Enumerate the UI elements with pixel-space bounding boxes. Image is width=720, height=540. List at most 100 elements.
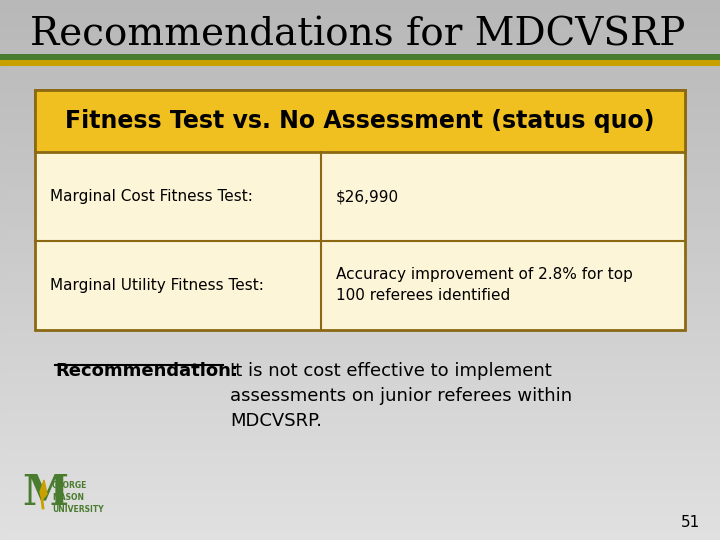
Bar bbox=[0, 153, 720, 154]
Bar bbox=[0, 191, 720, 192]
Bar bbox=[0, 319, 720, 320]
Bar bbox=[0, 528, 720, 529]
Bar bbox=[0, 454, 720, 455]
Bar bbox=[0, 259, 720, 260]
Bar bbox=[0, 473, 720, 474]
Bar bbox=[0, 8, 720, 9]
Bar bbox=[0, 379, 720, 380]
Bar bbox=[0, 36, 720, 37]
Bar bbox=[0, 537, 720, 538]
Bar bbox=[0, 186, 720, 187]
Bar bbox=[0, 271, 720, 272]
Bar bbox=[0, 175, 720, 176]
Bar bbox=[0, 261, 720, 262]
Bar bbox=[0, 297, 720, 298]
Bar bbox=[0, 451, 720, 452]
Text: It is not cost effective to implement
assessments on junior referees within
MDCV: It is not cost effective to implement as… bbox=[230, 362, 572, 430]
Bar bbox=[0, 521, 720, 522]
Bar bbox=[0, 460, 720, 461]
Bar bbox=[0, 362, 720, 363]
Bar bbox=[0, 455, 720, 456]
Bar bbox=[0, 380, 720, 381]
Bar bbox=[0, 52, 720, 53]
Bar bbox=[0, 53, 720, 54]
Bar bbox=[0, 329, 720, 330]
Bar bbox=[0, 130, 720, 131]
Bar bbox=[0, 312, 720, 313]
Bar bbox=[0, 406, 720, 407]
Bar bbox=[0, 502, 720, 503]
Bar bbox=[0, 128, 720, 129]
Bar bbox=[0, 117, 720, 118]
Bar bbox=[0, 238, 720, 239]
Text: Recommendation:: Recommendation: bbox=[55, 362, 238, 380]
Bar bbox=[0, 268, 720, 269]
Bar bbox=[0, 16, 720, 17]
Bar bbox=[0, 165, 720, 166]
Bar bbox=[0, 71, 720, 72]
Bar bbox=[0, 56, 720, 57]
Bar bbox=[0, 496, 720, 497]
Bar bbox=[0, 505, 720, 506]
Bar bbox=[0, 383, 720, 384]
Bar bbox=[0, 280, 720, 281]
Bar bbox=[0, 384, 720, 385]
Text: Recommendations for MDCVSRP: Recommendations for MDCVSRP bbox=[30, 17, 685, 53]
Bar bbox=[0, 110, 720, 111]
Bar bbox=[0, 309, 720, 310]
Bar bbox=[0, 102, 720, 103]
Bar bbox=[0, 356, 720, 357]
Bar bbox=[0, 3, 720, 4]
Bar bbox=[0, 449, 720, 450]
Bar bbox=[0, 374, 720, 375]
Bar bbox=[0, 214, 720, 215]
Bar bbox=[0, 313, 720, 314]
Bar bbox=[0, 177, 720, 178]
Bar bbox=[0, 412, 720, 413]
Bar bbox=[0, 106, 720, 107]
Bar bbox=[0, 196, 720, 197]
Bar bbox=[0, 169, 720, 170]
Bar bbox=[0, 481, 720, 482]
Bar bbox=[0, 512, 720, 513]
Bar bbox=[0, 225, 720, 226]
Bar bbox=[0, 134, 720, 135]
Bar bbox=[0, 426, 720, 427]
Bar bbox=[0, 10, 720, 11]
Bar bbox=[0, 281, 720, 282]
Bar bbox=[0, 438, 720, 439]
Bar bbox=[0, 331, 720, 332]
Bar bbox=[0, 176, 720, 177]
Bar bbox=[0, 291, 720, 292]
Bar bbox=[0, 154, 720, 155]
Bar bbox=[0, 332, 720, 333]
Bar bbox=[0, 417, 720, 418]
Bar bbox=[0, 458, 720, 459]
Bar bbox=[0, 174, 720, 175]
Bar bbox=[0, 510, 720, 511]
Bar bbox=[0, 166, 720, 167]
Bar bbox=[0, 302, 720, 303]
Bar bbox=[0, 45, 720, 46]
Bar bbox=[0, 252, 720, 253]
Bar bbox=[0, 432, 720, 433]
Bar bbox=[0, 535, 720, 536]
Bar bbox=[0, 519, 720, 520]
Bar bbox=[0, 181, 720, 182]
Bar bbox=[0, 254, 720, 255]
Bar bbox=[0, 38, 720, 39]
Bar bbox=[0, 378, 720, 379]
Bar bbox=[0, 132, 720, 133]
Bar bbox=[0, 452, 720, 453]
Bar bbox=[0, 148, 720, 149]
Bar bbox=[0, 224, 720, 225]
Bar bbox=[0, 416, 720, 417]
Bar bbox=[35, 90, 685, 152]
Bar bbox=[0, 2, 720, 3]
Bar bbox=[0, 457, 720, 458]
Bar bbox=[0, 158, 720, 159]
Bar bbox=[0, 99, 720, 100]
Bar bbox=[0, 119, 720, 120]
Bar bbox=[0, 315, 720, 316]
Bar bbox=[0, 124, 720, 125]
